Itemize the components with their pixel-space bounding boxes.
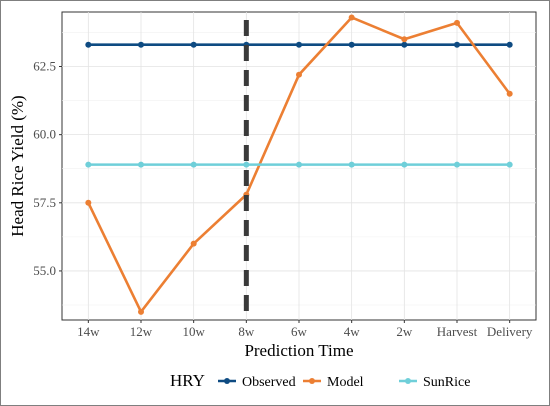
data-point	[348, 161, 355, 168]
data-point	[296, 71, 302, 78]
x-tick-label: 4w	[344, 324, 361, 339]
data-point	[401, 36, 408, 43]
data-point	[506, 41, 513, 48]
data-point	[401, 161, 408, 168]
grid-lines	[62, 12, 536, 320]
x-tick-label: 12w	[130, 324, 153, 339]
y-tick-label: 62.5	[33, 59, 56, 74]
data-point	[348, 14, 355, 21]
data-point	[85, 41, 92, 48]
data-point	[138, 308, 144, 315]
data-point	[454, 19, 460, 26]
y-tick-label: 55.0	[33, 263, 56, 278]
data-point	[138, 161, 144, 168]
legend-label: Model	[327, 375, 364, 390]
x-tick-label: Harvest	[437, 324, 478, 339]
legend-label: SunRice	[423, 375, 470, 390]
x-tick-label: 8w	[238, 324, 255, 339]
series-sunrice	[85, 161, 513, 168]
data-point	[138, 41, 144, 48]
data-point	[296, 41, 302, 48]
legend: HRY Observed Model SunRice	[170, 371, 470, 390]
data-point	[296, 161, 302, 168]
y-tick-label: 57.5	[33, 195, 56, 210]
data-point	[454, 161, 460, 168]
legend-key-point	[309, 378, 315, 384]
axes: 55.0 57.5 60.0 62.5 14w 12w 10w 8w 6w 4w 2w Harvest…	[33, 59, 533, 339]
data-point	[85, 199, 92, 206]
x-tick-label: 2w	[396, 324, 413, 339]
legend-label: Observed	[242, 375, 296, 390]
data-point	[506, 90, 513, 97]
y-tick-label: 60.0	[33, 127, 56, 142]
x-tick-label: 14w	[77, 324, 100, 339]
legend-item-model: Model	[303, 375, 364, 390]
y-axis-title: Head Rice Yield (%)	[8, 95, 27, 236]
x-axis-title: Prediction Time	[244, 341, 353, 360]
x-tick-label: 10w	[182, 324, 205, 339]
data-point	[401, 41, 408, 48]
series-observed	[85, 41, 513, 48]
data-point	[190, 240, 197, 247]
data-point	[506, 161, 513, 168]
series-layer	[85, 14, 513, 315]
data-point	[190, 161, 197, 168]
legend-item-sunrice: SunRice	[399, 375, 470, 390]
legend-key-point	[224, 378, 230, 384]
data-point	[348, 41, 355, 48]
legend-item-observed: Observed	[218, 375, 296, 390]
data-point	[85, 161, 92, 168]
data-point	[190, 41, 197, 48]
legend-title: HRY	[170, 371, 205, 390]
legend-key-point	[405, 378, 411, 384]
series-model	[85, 14, 513, 315]
data-point	[454, 41, 460, 48]
x-tick-label: Delivery	[487, 324, 533, 339]
x-tick-label: 6w	[291, 324, 308, 339]
data-point	[243, 161, 250, 168]
